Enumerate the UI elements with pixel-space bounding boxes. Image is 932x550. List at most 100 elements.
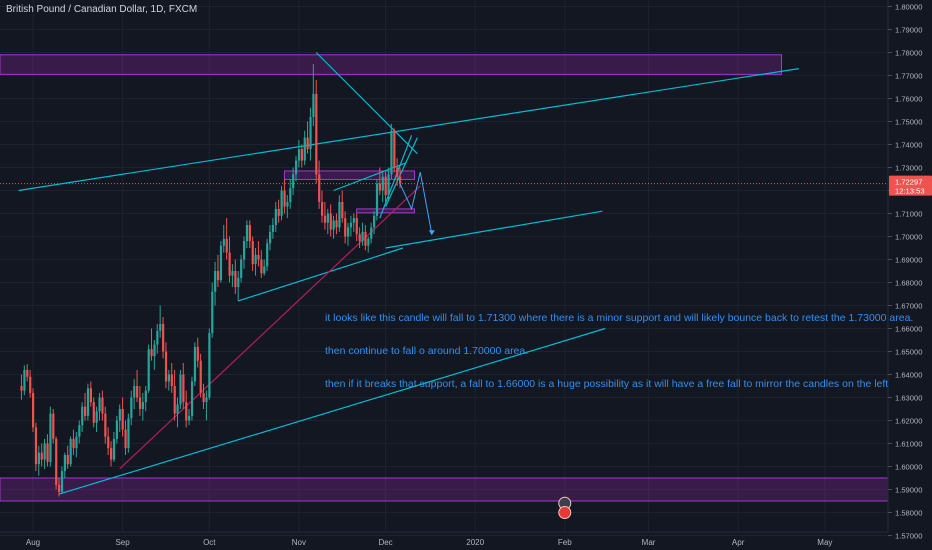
candle xyxy=(159,323,162,331)
candle xyxy=(72,438,75,449)
candle xyxy=(40,452,43,460)
candle xyxy=(193,346,197,382)
candle xyxy=(338,202,341,228)
candle xyxy=(254,254,257,265)
price-tick-label: 1.58000 xyxy=(895,509,922,518)
candle xyxy=(92,402,95,423)
trendline xyxy=(238,247,404,302)
price-tick-label: 1.71000 xyxy=(895,210,922,219)
candle xyxy=(231,271,234,276)
price-tick-label: 1.70000 xyxy=(895,233,922,242)
trendline xyxy=(58,327,606,495)
price-tick-label: 1.67000 xyxy=(895,302,922,311)
candle xyxy=(312,93,315,117)
candle xyxy=(23,369,26,391)
candle xyxy=(58,484,61,492)
price-tick-label: 1.69000 xyxy=(895,256,922,265)
candle xyxy=(188,415,191,421)
candle xyxy=(124,429,127,449)
price-tick-label: 1.80000 xyxy=(895,3,922,12)
candle xyxy=(144,390,147,403)
candle xyxy=(66,455,69,465)
candle xyxy=(332,220,335,230)
candle xyxy=(78,425,81,437)
candle xyxy=(381,176,384,191)
price-tick-label: 1.57000 xyxy=(895,532,922,541)
price-tick-label: 1.73000 xyxy=(895,164,922,173)
candle xyxy=(219,245,223,281)
price-tick-label: 1.76000 xyxy=(895,95,922,104)
forecast-path xyxy=(399,171,433,235)
candle xyxy=(115,420,119,439)
time-tick-label: Oct xyxy=(203,538,216,547)
candle xyxy=(182,374,185,403)
candle xyxy=(208,333,211,398)
bar-countdown: 12:13:53 xyxy=(895,187,925,196)
time-tick-label: Nov xyxy=(292,538,306,547)
candle xyxy=(263,266,266,274)
candle xyxy=(52,413,55,439)
candle xyxy=(63,455,66,472)
annotation-line: then if it breaks that support, a fall t… xyxy=(325,378,889,390)
candle xyxy=(237,277,240,288)
candle xyxy=(110,448,113,460)
chart-title: British Pound / Canadian Dollar, 1D, FXC… xyxy=(6,4,198,15)
candle xyxy=(199,360,202,393)
candle xyxy=(20,386,23,391)
price-tick-label: 1.61000 xyxy=(895,440,922,449)
price-tick-label: 1.75000 xyxy=(895,118,922,127)
candle xyxy=(81,406,84,426)
candle xyxy=(196,346,199,361)
candle xyxy=(323,215,327,223)
candle xyxy=(121,409,124,430)
price-tick-label: 1.65000 xyxy=(895,348,922,357)
annotation-line: then continue to fall o around 1.70000 a… xyxy=(325,345,529,357)
candle xyxy=(292,174,295,189)
candle xyxy=(176,404,179,414)
trendline xyxy=(385,137,418,207)
candle xyxy=(107,436,110,449)
candle xyxy=(280,190,283,216)
candle xyxy=(286,202,289,207)
candle xyxy=(309,116,312,150)
price-tick-label: 1.62000 xyxy=(895,417,922,426)
candle xyxy=(321,202,324,216)
candle xyxy=(228,252,231,276)
candle xyxy=(251,241,254,265)
time-tick-label: Apr xyxy=(732,538,745,547)
candle xyxy=(164,351,168,382)
candle xyxy=(274,208,277,225)
candle xyxy=(347,227,350,237)
candle xyxy=(26,369,29,377)
price-zone xyxy=(356,208,415,214)
candle xyxy=(185,402,188,421)
candle xyxy=(69,438,72,465)
price-tick-label: 1.74000 xyxy=(895,141,922,150)
price-tick-label: 1.60000 xyxy=(895,463,922,472)
candle xyxy=(225,238,228,253)
candle xyxy=(355,218,358,235)
candle xyxy=(89,388,92,403)
candle xyxy=(138,397,142,409)
price-zone xyxy=(0,54,783,75)
candle xyxy=(156,330,159,345)
candle xyxy=(29,376,32,393)
candle xyxy=(34,427,38,465)
candle xyxy=(300,149,303,161)
price-tick-label: 1.59000 xyxy=(895,486,922,495)
candle xyxy=(101,397,104,414)
candle xyxy=(390,130,393,175)
price-tick-label: 1.77000 xyxy=(895,72,922,81)
candle xyxy=(277,208,280,216)
candle xyxy=(60,471,64,492)
candle xyxy=(84,406,87,416)
event-marker xyxy=(558,506,572,519)
candle xyxy=(393,130,396,168)
candle xyxy=(130,397,133,419)
candle xyxy=(75,436,78,449)
candle xyxy=(118,409,121,421)
trendline xyxy=(18,68,799,192)
